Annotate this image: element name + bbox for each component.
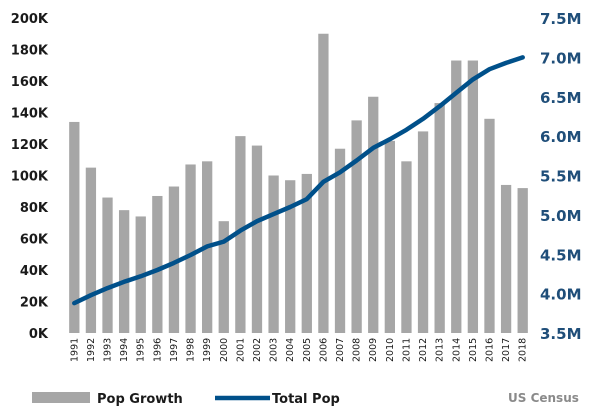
x-tick-label: 2002: [252, 338, 263, 362]
y-left-tick-label: 100K: [11, 170, 49, 185]
y-right-tick-label: 7.5M: [540, 10, 582, 28]
bar-1996: [152, 195, 163, 333]
bar-2004: [285, 180, 296, 333]
legend: Pop Growth Total Pop: [32, 392, 340, 407]
right-axis: 3.5M 4.0M 4.5M 5.0M 5.5M 6.0M 6.5M 7.0M 7.5M: [540, 10, 582, 343]
line-series-total-pop: [72, 55, 525, 306]
x-tick-label: 1998: [186, 338, 197, 362]
x-tick-label: 2013: [435, 338, 446, 362]
bar-series-pop-growth: [69, 33, 528, 334]
x-tick-label: 1992: [86, 338, 97, 362]
bar-2003: [268, 175, 279, 333]
bar-2009: [368, 96, 379, 333]
x-tick-label: 2014: [451, 338, 462, 362]
x-tick-label: 2006: [318, 338, 329, 362]
y-left-tick-label: 200K: [11, 12, 49, 27]
x-tick-label: 2007: [335, 338, 346, 362]
y-left-tick-label: 0K: [29, 327, 49, 342]
x-tick-label: 2018: [518, 338, 529, 362]
x-axis: 1991 1992 1993 1994 1995 1996 1997 1998 1999 2000…: [69, 338, 528, 362]
bar-2011: [401, 161, 412, 333]
bar-1994: [118, 210, 130, 333]
bar-2014: [451, 60, 462, 334]
y-left-tick-label: 140K: [11, 107, 49, 122]
x-tick-label: 2017: [501, 338, 512, 362]
x-tick-label: 1991: [69, 338, 80, 362]
y-right-tick-label: 6.0M: [540, 128, 582, 146]
left-axis: 0K 20K 40K 60K 80K 100K 120K 140K 160K 180K 200K: [11, 12, 49, 342]
y-right-tick-label: 5.0M: [540, 207, 582, 225]
y-left-tick-label: 120K: [11, 138, 49, 153]
y-left-tick-label: 20K: [20, 296, 49, 311]
bar-2012: [417, 131, 429, 333]
x-tick-label: 2003: [269, 338, 280, 362]
bar-2002: [251, 145, 263, 333]
x-tick-label: 1994: [119, 338, 130, 362]
legend-label-pop-growth: Pop Growth: [97, 392, 183, 407]
x-tick-label: 2011: [401, 338, 412, 362]
x-tick-label: 2008: [352, 338, 363, 362]
y-right-tick-label: 4.0M: [540, 286, 582, 304]
x-tick-label: 2015: [468, 338, 479, 362]
y-left-tick-label: 80K: [20, 201, 49, 216]
bar-1998: [185, 164, 196, 333]
bar-1991: [69, 121, 80, 333]
y-right-tick-label: 3.5M: [540, 325, 582, 343]
legend-label-total-pop: Total Pop: [272, 392, 340, 407]
x-tick-label: 2010: [385, 338, 396, 362]
x-tick-label: 1996: [152, 338, 163, 362]
bar-2005: [301, 173, 312, 333]
bar-2007: [334, 148, 346, 333]
source-label: US Census: [508, 391, 579, 405]
y-right-tick-label: 7.0M: [540, 49, 582, 67]
bar-1992: [85, 167, 97, 333]
x-tick-label: 1999: [202, 338, 213, 362]
y-right-tick-label: 6.5M: [540, 89, 582, 107]
y-right-tick-label: 4.5M: [540, 246, 582, 264]
y-left-tick-label: 180K: [11, 44, 49, 59]
x-tick-label: 1995: [136, 338, 147, 362]
bar-2018: [517, 188, 528, 333]
y-right-tick-label: 5.5M: [540, 168, 582, 186]
x-tick-label: 2000: [219, 338, 230, 362]
bar-2015: [467, 60, 479, 334]
x-tick-label: 2005: [302, 338, 313, 362]
bar-2013: [434, 103, 445, 333]
bar-1993: [102, 197, 113, 333]
y-left-tick-label: 160K: [11, 75, 49, 90]
y-left-tick-label: 40K: [20, 264, 49, 279]
x-tick-label: 1993: [103, 338, 114, 362]
bar-2017: [500, 184, 512, 333]
x-tick-label: 2012: [418, 338, 429, 362]
bar-2000: [218, 221, 229, 333]
bar-2010: [384, 140, 395, 333]
x-tick-label: 1997: [169, 338, 180, 362]
x-tick-label: 2016: [484, 338, 495, 362]
legend-swatch-pop-growth: [32, 392, 90, 403]
y-left-tick-label: 60K: [20, 233, 49, 248]
bar-2008: [351, 120, 362, 333]
x-tick-label: 2001: [235, 338, 246, 362]
bar-2016: [484, 118, 495, 333]
x-tick-label: 2004: [285, 338, 296, 362]
bar-2001: [235, 136, 246, 333]
bar-1997: [168, 186, 180, 333]
x-tick-label: 2009: [368, 338, 379, 362]
